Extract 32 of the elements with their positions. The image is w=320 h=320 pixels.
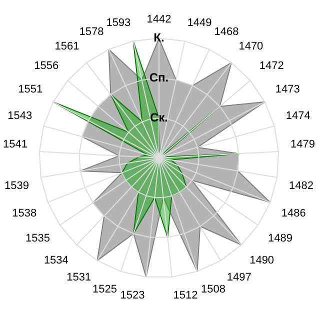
spoke-label: 1479	[290, 138, 315, 150]
spoke-label: 1449	[187, 16, 212, 29]
spoke-label: 1538	[12, 207, 37, 220]
spoke-label: 1556	[34, 60, 59, 72]
y-tick-label: Сп.	[149, 70, 169, 85]
spoke-label: 1531	[66, 271, 92, 284]
spoke-label: 1578	[79, 26, 104, 38]
spoke-label: 1489	[268, 232, 292, 245]
spoke-label: 1523	[120, 290, 145, 302]
spoke-label: 1551	[18, 84, 43, 96]
spoke-label: 1539	[4, 180, 30, 192]
spoke-label: 1512	[173, 290, 198, 302]
y-tick-label: Ск.	[150, 110, 168, 124]
spoke-label: 1490	[250, 254, 274, 266]
spoke-label: 1472	[259, 60, 284, 72]
spoke-label: 1482	[288, 180, 314, 192]
spoke-label: 1508	[201, 283, 226, 296]
spoke-label: 1593	[106, 16, 131, 29]
spoke-label: 1535	[26, 232, 50, 245]
spoke-label: 1442	[146, 14, 172, 26]
spoke-label: 1468	[214, 26, 239, 38]
spoke-label: 1541	[3, 138, 28, 150]
y-tick-label: К.	[154, 30, 164, 45]
spoke-label: 1525	[92, 283, 117, 296]
spoke-label: 1486	[281, 207, 306, 220]
spoke-label: 1473	[275, 84, 300, 96]
spoke-label: 1561	[54, 40, 80, 53]
spoke-label: 1470	[238, 40, 264, 53]
spoke-label: 1534	[44, 254, 68, 266]
spoke-label: 1497	[226, 271, 252, 284]
spoke-label: 1543	[8, 110, 32, 122]
spoke-label: 1474	[286, 110, 310, 122]
